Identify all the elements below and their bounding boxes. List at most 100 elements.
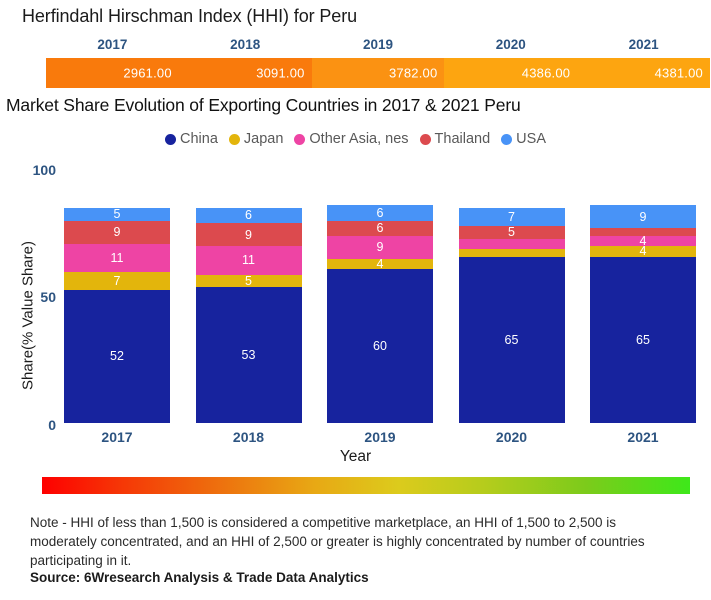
legend-color-dot-icon [165,133,176,145]
bar-segment-label: 9 [639,209,647,224]
bar-column[interactable]: 53 5 11 9 6 2018 [195,167,302,445]
bar-segment-label: 6 [376,221,384,236]
bar-stack: 53 5 11 9 6 [195,207,302,423]
bar-segment[interactable]: 9 [64,220,170,244]
legend-color-dot-icon [419,133,431,145]
bar-segment-label: 53 [241,347,256,362]
hhi-value-cell: 4386.00 [444,58,578,88]
bar-segment[interactable]: 6 [327,220,433,237]
hhi-gradient-scale-bar [42,477,690,494]
footnote-text: Note - HHI of less than 1,500 is conside… [30,515,645,569]
bar-segment[interactable]: 6 [327,205,433,221]
x-axis-tick-label: 2017 [101,429,133,445]
chart-plot-area: Share(% Value Share) 100 50 0 52 7 11 9 5 201… [0,155,711,455]
legend-item[interactable]: Thailand [419,131,491,147]
legend-item[interactable]: USA [501,131,546,147]
bar-segment[interactable]: 11 [64,243,170,272]
legend-item-label: Japan [243,131,284,147]
y-axis-tick-100: 100 [32,162,56,178]
bar-segment[interactable] [458,238,565,249]
bar-segment-label: 65 [504,332,519,347]
bar-segment[interactable]: 4 [590,244,696,259]
bar-segment-label: 6 [376,205,384,220]
bar-segment-label: 7 [508,209,515,224]
hhi-year-header-row: 2017 2018 2019 2020 2021 [46,34,710,56]
hhi-value-label: 4386.00 [521,65,571,81]
bar-column[interactable]: 65 4 4 9 2021 [590,167,696,445]
bar-segment-label: 4 [376,257,384,272]
hhi-value-label: 3091.00 [256,65,305,81]
bar-segment-label: 5 [113,207,121,222]
bar-stack: 52 7 11 9 5 [64,208,170,423]
bar-segment-label: 11 [110,250,124,265]
bar-segment[interactable]: 11 [195,246,302,275]
bar-segment-label: 65 [636,332,650,347]
bar-segment[interactable]: 9 [195,223,302,247]
bar-segment[interactable]: 7 [458,208,565,226]
bar-segment[interactable]: 60 [327,269,433,423]
y-axis-tick-0: 0 [48,417,56,433]
legend-item-label: USA [516,131,546,147]
bar-column[interactable]: 60 4 9 6 6 2019 [327,167,433,445]
legend-color-dot-icon [501,133,513,145]
bar-segment[interactable]: 6 [195,207,302,224]
bar-segment[interactable] [590,228,696,237]
bar-segment-label: 9 [376,240,384,255]
bar-segment-label: 4 [639,244,647,259]
stacked-bar-group: 52 7 11 9 5 2017 53 5 11 9 6 2018 60 4 9 6 6 2019 65 5 7 2020… [64,167,696,445]
bar-segment[interactable]: 52 [64,289,170,423]
bar-stack: 65 4 4 9 [590,205,696,423]
legend-item-label: China [180,131,218,147]
bar-segment[interactable]: 7 [64,271,170,290]
hhi-value-label: 3782.00 [388,65,438,81]
x-axis-tick-label: 2021 [627,429,659,445]
bar-segment[interactable]: 4 [590,234,696,249]
bar-segment-label: 9 [245,227,252,242]
bar-segment[interactable]: 5 [458,225,565,240]
hhi-year-label: 2018 [230,37,261,52]
bar-segment[interactable]: 5 [195,273,302,288]
hhi-value-cell: 2961.00 [46,58,179,88]
y-axis-title: Share(% Value Share) [19,241,37,390]
bar-segment[interactable]: 65 [590,256,696,423]
legend-item-label: Other Asia, nes [309,131,409,147]
hhi-value-bar: 2961.00 3091.00 3782.00 4386.00 4381.00 [46,58,710,88]
x-axis-tick-label: 2019 [364,429,396,445]
legend-item[interactable]: Japan [228,131,284,147]
bar-stack: 65 5 7 [458,208,565,423]
x-axis-title: Year [339,448,372,465]
bar-segment[interactable] [458,248,565,257]
hhi-year-label: 2019 [362,37,394,52]
legend-item-label: Thailand [434,131,491,147]
hhi-value-cell: 3091.00 [178,58,312,88]
x-axis-tick-label: 2018 [232,429,265,445]
hhi-value-label: 4381.00 [654,65,703,81]
hhi-year-label: 2021 [628,37,659,52]
bar-segment-label: 6 [245,208,252,223]
bar-segment-label: 5 [245,273,252,288]
legend-item[interactable]: China [165,131,218,147]
legend-color-dot-icon [294,133,306,145]
bar-segment-label: 60 [373,338,387,353]
y-axis-tick-50: 50 [40,289,56,305]
bar-segment[interactable]: 9 [590,205,696,229]
legend-item[interactable]: Other Asia, nes [294,131,409,147]
bar-segment[interactable]: 5 [64,208,170,221]
bar-segment-label: 7 [113,273,121,288]
bar-segment-label: 52 [110,349,124,364]
bar-segment[interactable]: 9 [327,236,433,260]
x-axis-tick-label: 2020 [495,429,528,445]
bar-segment[interactable]: 65 [458,256,565,423]
bar-segment-label: 4 [639,234,647,249]
bar-segment[interactable]: 4 [327,257,433,272]
hhi-title: Herfindahl Hirschman Index (HHI) for Per… [22,6,358,26]
hhi-value-cell: 4381.00 [577,58,710,88]
bar-segment[interactable]: 53 [195,287,302,423]
bar-segment-label: 5 [508,225,515,240]
bar-column[interactable]: 52 7 11 9 5 2017 [64,167,170,445]
chart-title: Market Share Evolution of Exporting Coun… [6,95,521,115]
bar-column[interactable]: 65 5 7 2020 [458,167,565,445]
chart-legend: China Japan Other Asia, nes Thailand USA [0,131,711,147]
bar-stack: 60 4 9 6 6 [327,205,433,423]
bar-segment-label: 9 [113,225,121,240]
